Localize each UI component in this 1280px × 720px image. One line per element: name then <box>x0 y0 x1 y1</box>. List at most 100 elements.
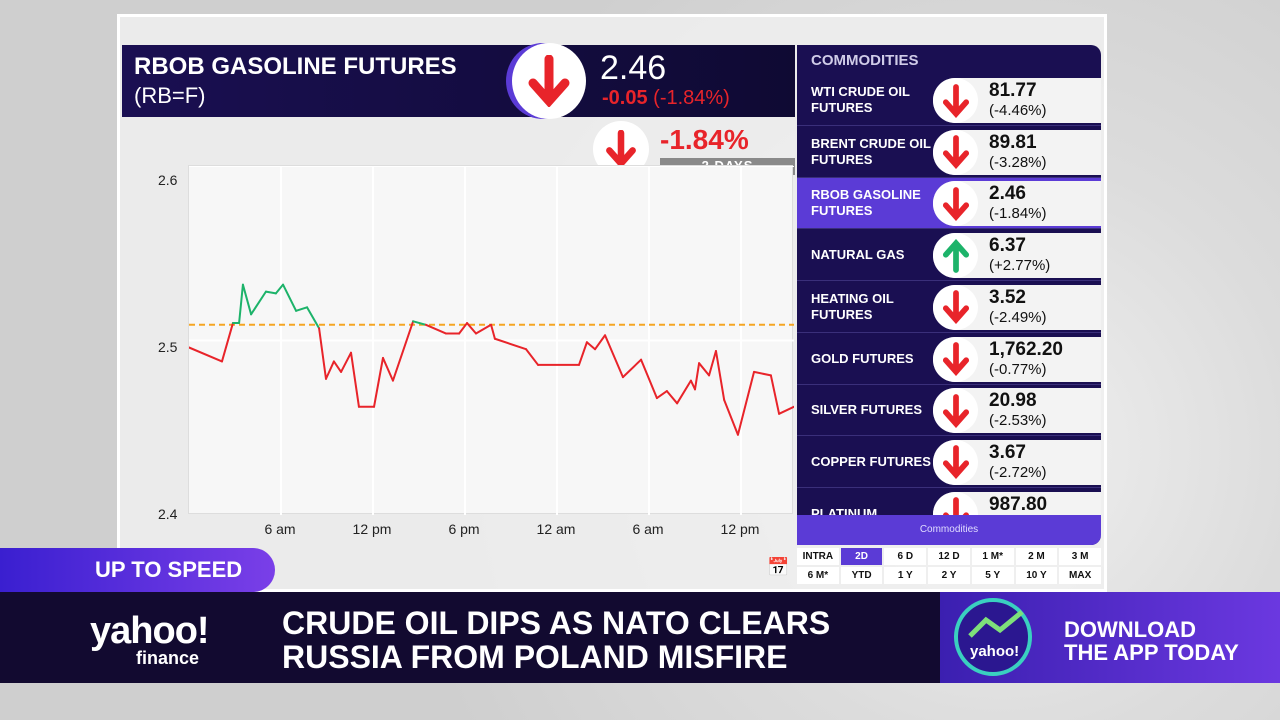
price-line-segment <box>694 362 701 391</box>
down-arrow-icon <box>933 181 978 227</box>
commodity-name: RBOB GASOLINE FUTURES <box>811 187 921 219</box>
price-line-segment <box>621 358 643 379</box>
timeframe-button[interactable]: 1 M* <box>971 548 1014 565</box>
commodity-name: NATURAL GAS <box>811 247 905 263</box>
price-line-segment <box>466 322 477 335</box>
timeframe-button[interactable]: MAX <box>1059 567 1101 584</box>
download-app-promo: yahoo! DOWNLOAD THE APP TODAY <box>940 592 1280 683</box>
timeframe-button[interactable]: 2 M <box>1015 548 1058 565</box>
price-line-segment <box>676 379 692 405</box>
commodity-value: 1,762.20 <box>989 338 1063 360</box>
commodity-value: 3.67 <box>989 441 1026 463</box>
x-tick-label: 12 am <box>536 521 576 537</box>
commodity-row[interactable]: BRENT CRUDE OIL FUTURES 89.81 (-3.28%) <box>797 127 1101 178</box>
segment-tag: UP TO SPEED <box>0 548 275 592</box>
commodity-name: COPPER FUTURES <box>811 453 931 469</box>
price-line-segment <box>474 323 493 335</box>
y-tick-label: 2.6 <box>158 172 178 188</box>
price-line-segment <box>424 323 448 335</box>
price-line-segment <box>723 398 739 436</box>
commodity-name: WTI CRUDE OIL FUTURES <box>811 84 910 115</box>
commodity-change: (-3.28%) <box>989 153 1047 171</box>
price-line-segment <box>458 322 469 335</box>
up-arrow-icon <box>933 233 978 279</box>
price-line-segment <box>769 374 781 415</box>
commodity-change: (-2.53%) <box>989 412 1047 430</box>
timeframe-button[interactable]: 10 Y <box>1015 567 1058 584</box>
price-line-segment <box>220 322 234 363</box>
price-line-segment <box>264 290 277 295</box>
commodity-change: (+2.77%) <box>989 257 1051 275</box>
commodities-footer[interactable]: Commodities <box>797 515 1101 545</box>
commodity-row[interactable]: SILVER FUTURES 20.98 (-2.53%) <box>797 385 1101 437</box>
price-line-segment <box>306 306 321 330</box>
price-line-segment <box>391 320 415 382</box>
timeframe-button[interactable]: YTD <box>840 567 883 584</box>
price-line-segment <box>412 320 427 326</box>
down-arrow-icon <box>933 284 978 330</box>
commodity-change: (-2.49%) <box>989 308 1047 326</box>
price-chart <box>188 165 795 515</box>
commodity-row[interactable]: GOLD FUTURES 1,762.20 (-0.77%) <box>797 334 1101 385</box>
timeframe-button[interactable]: 6 M* <box>797 567 839 584</box>
down-arrow-icon <box>933 336 978 382</box>
calendar-icon[interactable]: 📅 <box>767 557 790 577</box>
commodity-change: (-1.84%) <box>989 205 1047 223</box>
headline: CRUDE OIL DIPS AS NATO CLEARS RUSSIA FROM… <box>282 605 831 675</box>
x-tick-label: 6 pm <box>448 521 480 537</box>
price-line-segment <box>340 351 353 373</box>
down-arrow-icon <box>933 78 978 123</box>
timeframe-button[interactable]: 5 Y <box>971 567 1014 584</box>
commodity-name: HEATING OIL FUTURES <box>811 290 894 322</box>
price-line-segment <box>604 334 624 379</box>
timeframe-button[interactable]: INTRA <box>797 548 839 565</box>
timeframe-button[interactable]: 2 Y <box>928 567 970 584</box>
commodity-value: 81.77 <box>989 80 1037 101</box>
commodity-row[interactable]: RBOB GASOLINE FUTURES 2.46 (-1.84%) <box>797 178 1101 230</box>
timeframe-button[interactable]: 3 M <box>1059 548 1101 565</box>
price-line-segment <box>778 405 795 415</box>
instrument-symbol: (RB=F) <box>134 83 206 108</box>
price-line-segment <box>282 283 298 312</box>
commodity-row[interactable]: HEATING OIL FUTURES 3.52 (-2.49%) <box>797 282 1101 333</box>
timeframe-button[interactable]: 2D <box>840 548 883 565</box>
x-tick-label: 6 am <box>632 521 664 537</box>
commodity-row[interactable]: NATURAL GAS 6.37 (+2.77%) <box>797 230 1101 282</box>
price-line-segment <box>350 351 360 408</box>
price: 2.46 <box>600 49 667 87</box>
x-tick-label: 12 pm <box>720 521 760 537</box>
timeframe-button[interactable]: 1 Y <box>884 567 927 584</box>
commodity-name: BRENT CRUDE OIL FUTURES <box>811 135 931 167</box>
commodity-value: 2.46 <box>989 183 1026 205</box>
price-line-segment <box>295 306 309 312</box>
instrument-title: RBOB GASOLINE FUTURES <box>134 53 457 80</box>
price-line-segment <box>332 360 343 373</box>
commodity-value: 6.37 <box>989 235 1026 257</box>
y-tick-label: 2.4 <box>158 506 178 522</box>
yahoo-finance-logo: yahoo! finance <box>90 610 210 668</box>
price-line-segment <box>274 283 285 295</box>
price-line-segment <box>640 358 658 400</box>
down-arrow-icon <box>933 439 978 485</box>
commodity-value: 987.80 <box>989 493 1048 515</box>
price-line-segment <box>241 283 253 316</box>
timeframe-button[interactable]: 6 D <box>884 548 927 565</box>
period-change: -1.84% <box>660 124 749 155</box>
price-line-segment <box>324 360 335 380</box>
price-line-segment <box>318 327 327 380</box>
commodities-panel: COMMODITIES WTI CRUDE OIL FUTURES 81.77 … <box>797 45 1101 545</box>
commodity-value: 3.52 <box>989 286 1026 308</box>
timeframe-button[interactable]: 12 D <box>928 548 970 565</box>
price-line-segment <box>381 356 394 382</box>
down-arrow-icon <box>933 388 978 434</box>
price-line-segment <box>753 370 772 377</box>
x-tick-label: 6 am <box>264 521 296 537</box>
yahoo-app-icon: yahoo! <box>954 598 1032 676</box>
price-line-segment <box>250 290 267 316</box>
commodity-row[interactable]: WTI CRUDE OIL FUTURES 81.77 (-4.46%) <box>797 75 1101 126</box>
commodity-row[interactable]: COPPER FUTURES 3.67 (-2.72%) <box>797 437 1101 488</box>
commodity-name: SILVER FUTURES <box>811 402 922 418</box>
commodity-change: (-0.77%) <box>989 360 1047 378</box>
down-arrow-icon <box>512 43 586 119</box>
